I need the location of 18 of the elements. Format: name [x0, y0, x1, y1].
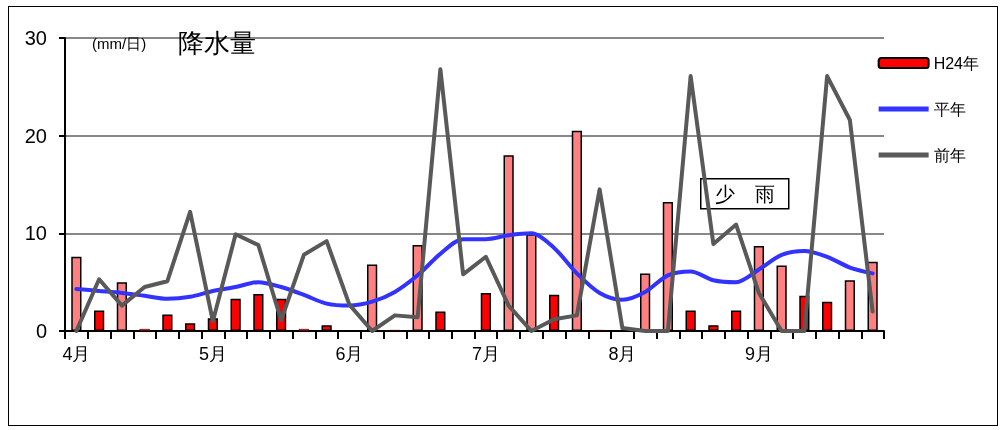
- chart-title: 降水量: [178, 28, 256, 58]
- x-tick-label: 7月: [471, 344, 500, 364]
- x-tick-label: 6月: [335, 344, 364, 364]
- x-tick-label: 9月: [744, 344, 773, 364]
- y-tick-label: 20: [24, 124, 47, 147]
- x-tick-label: 8月: [608, 344, 637, 364]
- x-tick-label: 5月: [198, 344, 227, 364]
- legend-label: 前年: [933, 146, 966, 164]
- line-series: [74, 231, 875, 308]
- legend-label: H24年: [933, 54, 980, 72]
- annotation: 少 雨: [714, 182, 775, 205]
- y-tick-label: 30: [24, 27, 47, 49]
- x-tick-label: 4月: [62, 344, 91, 364]
- y-tick-label: 10: [24, 222, 47, 245]
- line-series: [74, 67, 875, 333]
- y-tick-label: 0: [35, 320, 47, 342]
- y-axis-title: (mm/日): [92, 35, 147, 52]
- legend-label: 平年: [933, 100, 966, 118]
